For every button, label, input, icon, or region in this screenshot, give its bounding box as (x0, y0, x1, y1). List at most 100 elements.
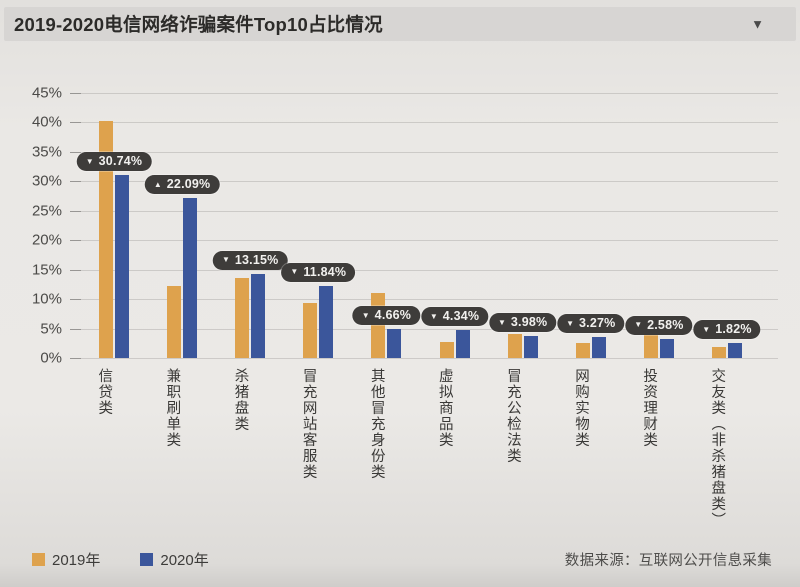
bar-2019 (711, 346, 726, 358)
category-label: 其他冒充身份类 (368, 368, 385, 480)
axis-tick (70, 122, 81, 124)
y-axis-tick-label: 40% (31, 113, 62, 131)
y-axis-tick-label: 10% (31, 290, 62, 308)
value-label-text: 3.98% (510, 315, 548, 330)
trend-arrow-icon: ▼ (566, 318, 574, 328)
trend-arrow-icon: ▼ (361, 310, 370, 320)
bar-2020 (251, 273, 266, 358)
gridline (70, 358, 778, 359)
value-label-pill: ▼ 11.84% (281, 262, 356, 282)
bar-2020 (591, 337, 606, 358)
chart-title: 2019-2020电信网络诈骗案件Top10占比情况 (14, 14, 383, 35)
bar-2020 (455, 330, 470, 358)
chart-legend: 2019年 2020年 (32, 549, 209, 570)
value-label-pill: ▼ 30.74% (76, 152, 152, 172)
axis-tick (70, 328, 81, 330)
category-label: 交友类（非杀猪盘类） (709, 368, 726, 528)
gridline (70, 122, 778, 124)
category-label: 冒充公检法类 (504, 368, 521, 464)
trend-arrow-icon: ▼ (634, 320, 643, 330)
axis-tick (70, 358, 81, 359)
gridline (70, 240, 778, 242)
axis-tick (70, 181, 81, 183)
category-label: 虚拟商品类 (436, 368, 453, 448)
y-axis-tick-label: 35% (31, 143, 62, 161)
bar-2019 (235, 277, 250, 358)
value-label-pill: ▼ 3.27% (557, 314, 625, 334)
trend-arrow-icon: ▼ (702, 324, 711, 334)
y-axis-tick-label: 15% (31, 261, 62, 279)
value-label-text: 3.27% (579, 316, 616, 331)
trend-arrow-icon: ▲ (153, 179, 162, 189)
value-label-text: 1.82% (715, 322, 752, 337)
y-axis-tick-label: 5% (40, 320, 62, 338)
axis-tick (70, 299, 81, 301)
value-label-pill: ▼ 1.82% (693, 320, 761, 340)
collapse-chevron-icon[interactable]: ▼ (751, 16, 764, 32)
legend-label: 2019年 (52, 551, 101, 569)
bar-2019 (303, 303, 318, 358)
bar-2020 (523, 336, 538, 358)
gridline (70, 210, 778, 212)
value-label-text: 30.74% (98, 154, 143, 169)
legend-swatch-icon (32, 552, 45, 566)
y-axis-tick-label: 20% (31, 231, 62, 249)
y-axis-tick-label: 25% (31, 202, 62, 220)
bar-2020 (727, 343, 742, 358)
legend-item-2019: 2019年 (32, 549, 100, 570)
axis-tick (70, 240, 81, 242)
gridline (70, 93, 778, 94)
y-axis-tick-label: 0% (40, 349, 62, 367)
bar-2020 (115, 175, 129, 358)
bar-2019 (371, 293, 386, 358)
category-label: 信贷类 (96, 368, 113, 416)
bar-2019 (643, 335, 658, 358)
trend-arrow-icon: ▼ (429, 311, 438, 321)
bar-2019 (439, 342, 454, 358)
gridline (70, 151, 778, 153)
value-label-text: 2.58% (647, 317, 684, 332)
value-label-pill: ▼ 3.98% (488, 313, 557, 333)
bar-2020 (319, 285, 334, 358)
value-label-text: 22.09% (166, 177, 211, 192)
chart-header: 2019-2020电信网络诈骗案件Top10占比情况 ▼ (4, 7, 796, 41)
gridline (70, 269, 778, 271)
value-label-text: 4.34% (442, 309, 480, 324)
chart-footer: 2019年 2020年 数据来源：互联网公开信息采集 (32, 549, 772, 569)
value-label-pill: ▼ 4.34% (420, 307, 489, 327)
axis-tick (70, 210, 81, 212)
value-label-text: 13.15% (234, 252, 279, 267)
bar-2019 (575, 342, 590, 358)
gridline (70, 328, 778, 330)
legend-label: 2020年 (160, 551, 209, 569)
value-label-pill: ▲ 22.09% (144, 175, 220, 195)
bar-2019 (99, 120, 113, 358)
bar-2020 (387, 329, 402, 358)
category-label: 网购实物类 (573, 368, 590, 448)
value-label-text: 4.66% (374, 308, 412, 323)
axis-tick (70, 151, 81, 153)
category-label: 冒充网站客服类 (300, 368, 317, 480)
value-label-pill: ▼ 4.66% (352, 306, 421, 326)
category-label: 投资理财类 (641, 368, 658, 448)
y-axis-tick-label: 30% (31, 172, 62, 190)
bar-2019 (507, 334, 522, 358)
bar-2020 (659, 338, 674, 358)
category-label: 杀猪盘类 (232, 368, 249, 432)
bar-2020 (183, 198, 198, 358)
trend-arrow-icon: ▼ (221, 255, 230, 265)
data-source-note: 数据来源：互联网公开信息采集 (564, 552, 772, 569)
category-label: 兼职刷单类 (164, 368, 181, 448)
trend-arrow-icon: ▼ (85, 156, 94, 166)
axis-tick (70, 269, 81, 271)
value-label-pill: ▼ 2.58% (625, 315, 693, 335)
legend-item-2020: 2020年 (140, 549, 209, 570)
gridline (70, 299, 778, 301)
bar-2019 (167, 285, 182, 358)
y-axis-tick-label: 45% (31, 84, 62, 102)
legend-swatch-icon (140, 552, 154, 566)
value-label-text: 11.84% (303, 264, 347, 279)
value-label-pill: ▼ 13.15% (212, 250, 288, 270)
axis-tick (70, 93, 81, 94)
